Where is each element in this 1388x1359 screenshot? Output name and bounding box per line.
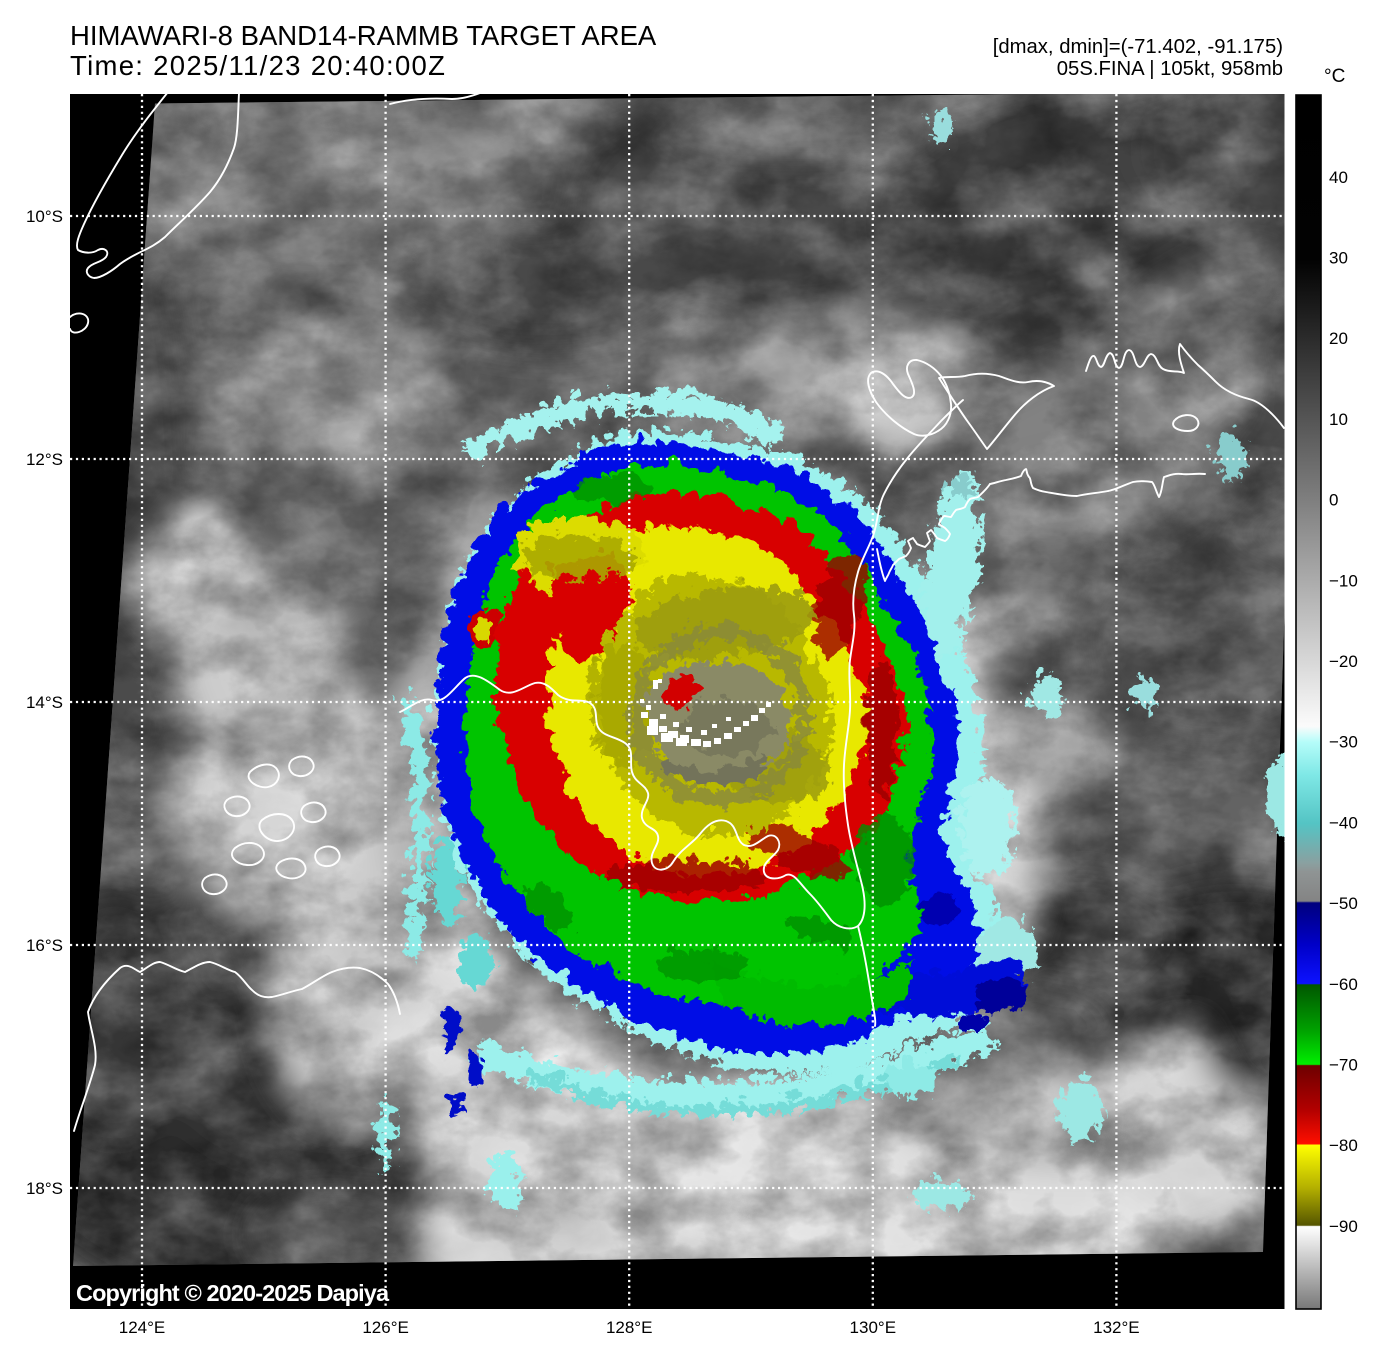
svg-text:10°S: 10°S bbox=[26, 207, 63, 226]
svg-text:30: 30 bbox=[1329, 249, 1348, 268]
svg-text:Time: 2025/11/23 20:40:00Z: Time: 2025/11/23 20:40:00Z bbox=[70, 50, 446, 81]
svg-text:−50: −50 bbox=[1329, 894, 1358, 913]
svg-text:−70: −70 bbox=[1329, 1056, 1358, 1075]
svg-text:−40: −40 bbox=[1329, 813, 1358, 832]
svg-text:40: 40 bbox=[1329, 168, 1348, 187]
svg-text:−10: −10 bbox=[1329, 571, 1358, 590]
svg-text:HIMAWARI-8 BAND14-RAMMB TARGET: HIMAWARI-8 BAND14-RAMMB TARGET AREA bbox=[70, 20, 657, 51]
svg-text:−20: −20 bbox=[1329, 652, 1358, 671]
svg-text:132°E: 132°E bbox=[1093, 1318, 1140, 1337]
svg-text:05S.FINA | 105kt, 958mb: 05S.FINA | 105kt, 958mb bbox=[1057, 58, 1283, 80]
svg-text:−90: −90 bbox=[1329, 1217, 1358, 1236]
svg-text:130°E: 130°E bbox=[850, 1318, 897, 1337]
svg-text:10: 10 bbox=[1329, 410, 1348, 429]
svg-text:−30: −30 bbox=[1329, 733, 1358, 752]
svg-text:18°S: 18°S bbox=[26, 1179, 63, 1198]
svg-text:−80: −80 bbox=[1329, 1136, 1358, 1155]
svg-text:128°E: 128°E bbox=[606, 1318, 653, 1337]
svg-text:16°S: 16°S bbox=[26, 936, 63, 955]
svg-text:0: 0 bbox=[1329, 491, 1338, 510]
svg-text:20: 20 bbox=[1329, 329, 1348, 348]
svg-text:124°E: 124°E bbox=[119, 1318, 166, 1337]
svg-text:14°S: 14°S bbox=[26, 693, 63, 712]
svg-text:−60: −60 bbox=[1329, 975, 1358, 994]
svg-text:126°E: 126°E bbox=[362, 1318, 409, 1337]
svg-text:Copyright © 2020-2025 Dapiya: Copyright © 2020-2025 Dapiya bbox=[76, 1280, 390, 1306]
svg-text:[dmax, dmin]=(-71.402, -91.175: [dmax, dmin]=(-71.402, -91.175) bbox=[993, 36, 1283, 58]
svg-text:12°S: 12°S bbox=[26, 450, 63, 469]
svg-text:°C: °C bbox=[1324, 66, 1345, 87]
